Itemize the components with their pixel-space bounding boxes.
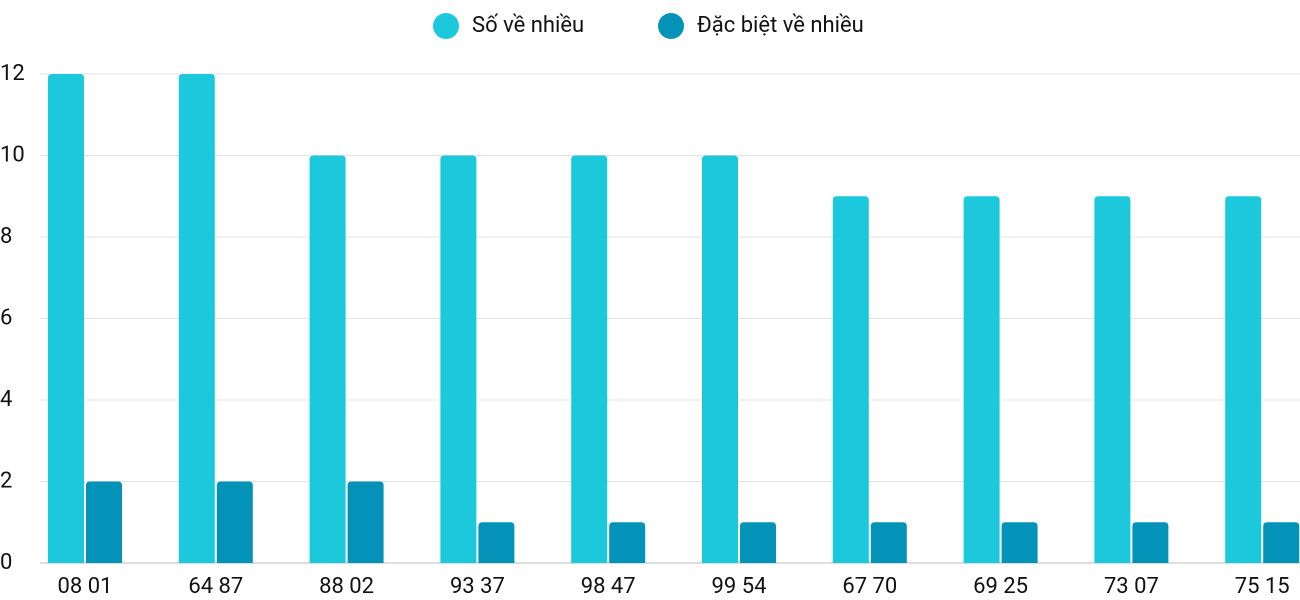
y-tick-label: 4	[0, 387, 12, 412]
y-tick-label: 10	[0, 142, 25, 167]
x-tick-label: 69 25	[973, 574, 1028, 599]
bar	[571, 155, 608, 563]
bar	[478, 522, 515, 563]
legend-marker	[658, 13, 684, 39]
x-tick-label: 67 70	[842, 574, 897, 599]
bar	[1132, 522, 1169, 563]
bar	[48, 74, 84, 563]
bar	[86, 481, 122, 563]
bar	[1094, 196, 1131, 563]
y-tick-label: 0	[0, 550, 12, 575]
y-tick-label: 8	[0, 224, 12, 249]
x-tick-label: 64 87	[188, 574, 243, 599]
x-tick-label: 08 01	[58, 574, 113, 599]
bar	[440, 155, 477, 563]
bar	[832, 196, 869, 563]
bar	[963, 196, 1000, 563]
x-tick-label: 99 54	[712, 574, 767, 599]
x-tick-label: 93 37	[450, 574, 505, 599]
legend-marker	[433, 13, 459, 39]
bar	[178, 74, 215, 563]
bar	[870, 522, 907, 563]
x-tick-label: 75 15	[1235, 574, 1290, 599]
bar	[609, 522, 646, 563]
bar	[740, 522, 776, 563]
legend-label: Số về nhiều	[472, 13, 584, 38]
bar	[1263, 522, 1300, 563]
bar	[309, 155, 346, 563]
x-tick-label: 88 02	[319, 574, 374, 599]
bar	[1001, 522, 1038, 563]
bar	[1225, 196, 1262, 563]
y-tick-label: 6	[0, 305, 12, 330]
x-tick-label: 98 47	[581, 574, 636, 599]
y-tick-label: 2	[0, 468, 12, 493]
bar	[347, 481, 384, 563]
x-tick-label: 73 07	[1104, 574, 1159, 599]
legend-label: Đặc biệt về nhiều	[697, 13, 864, 38]
y-tick-label: 12	[0, 61, 25, 86]
bar	[702, 155, 738, 563]
bar	[216, 481, 253, 563]
